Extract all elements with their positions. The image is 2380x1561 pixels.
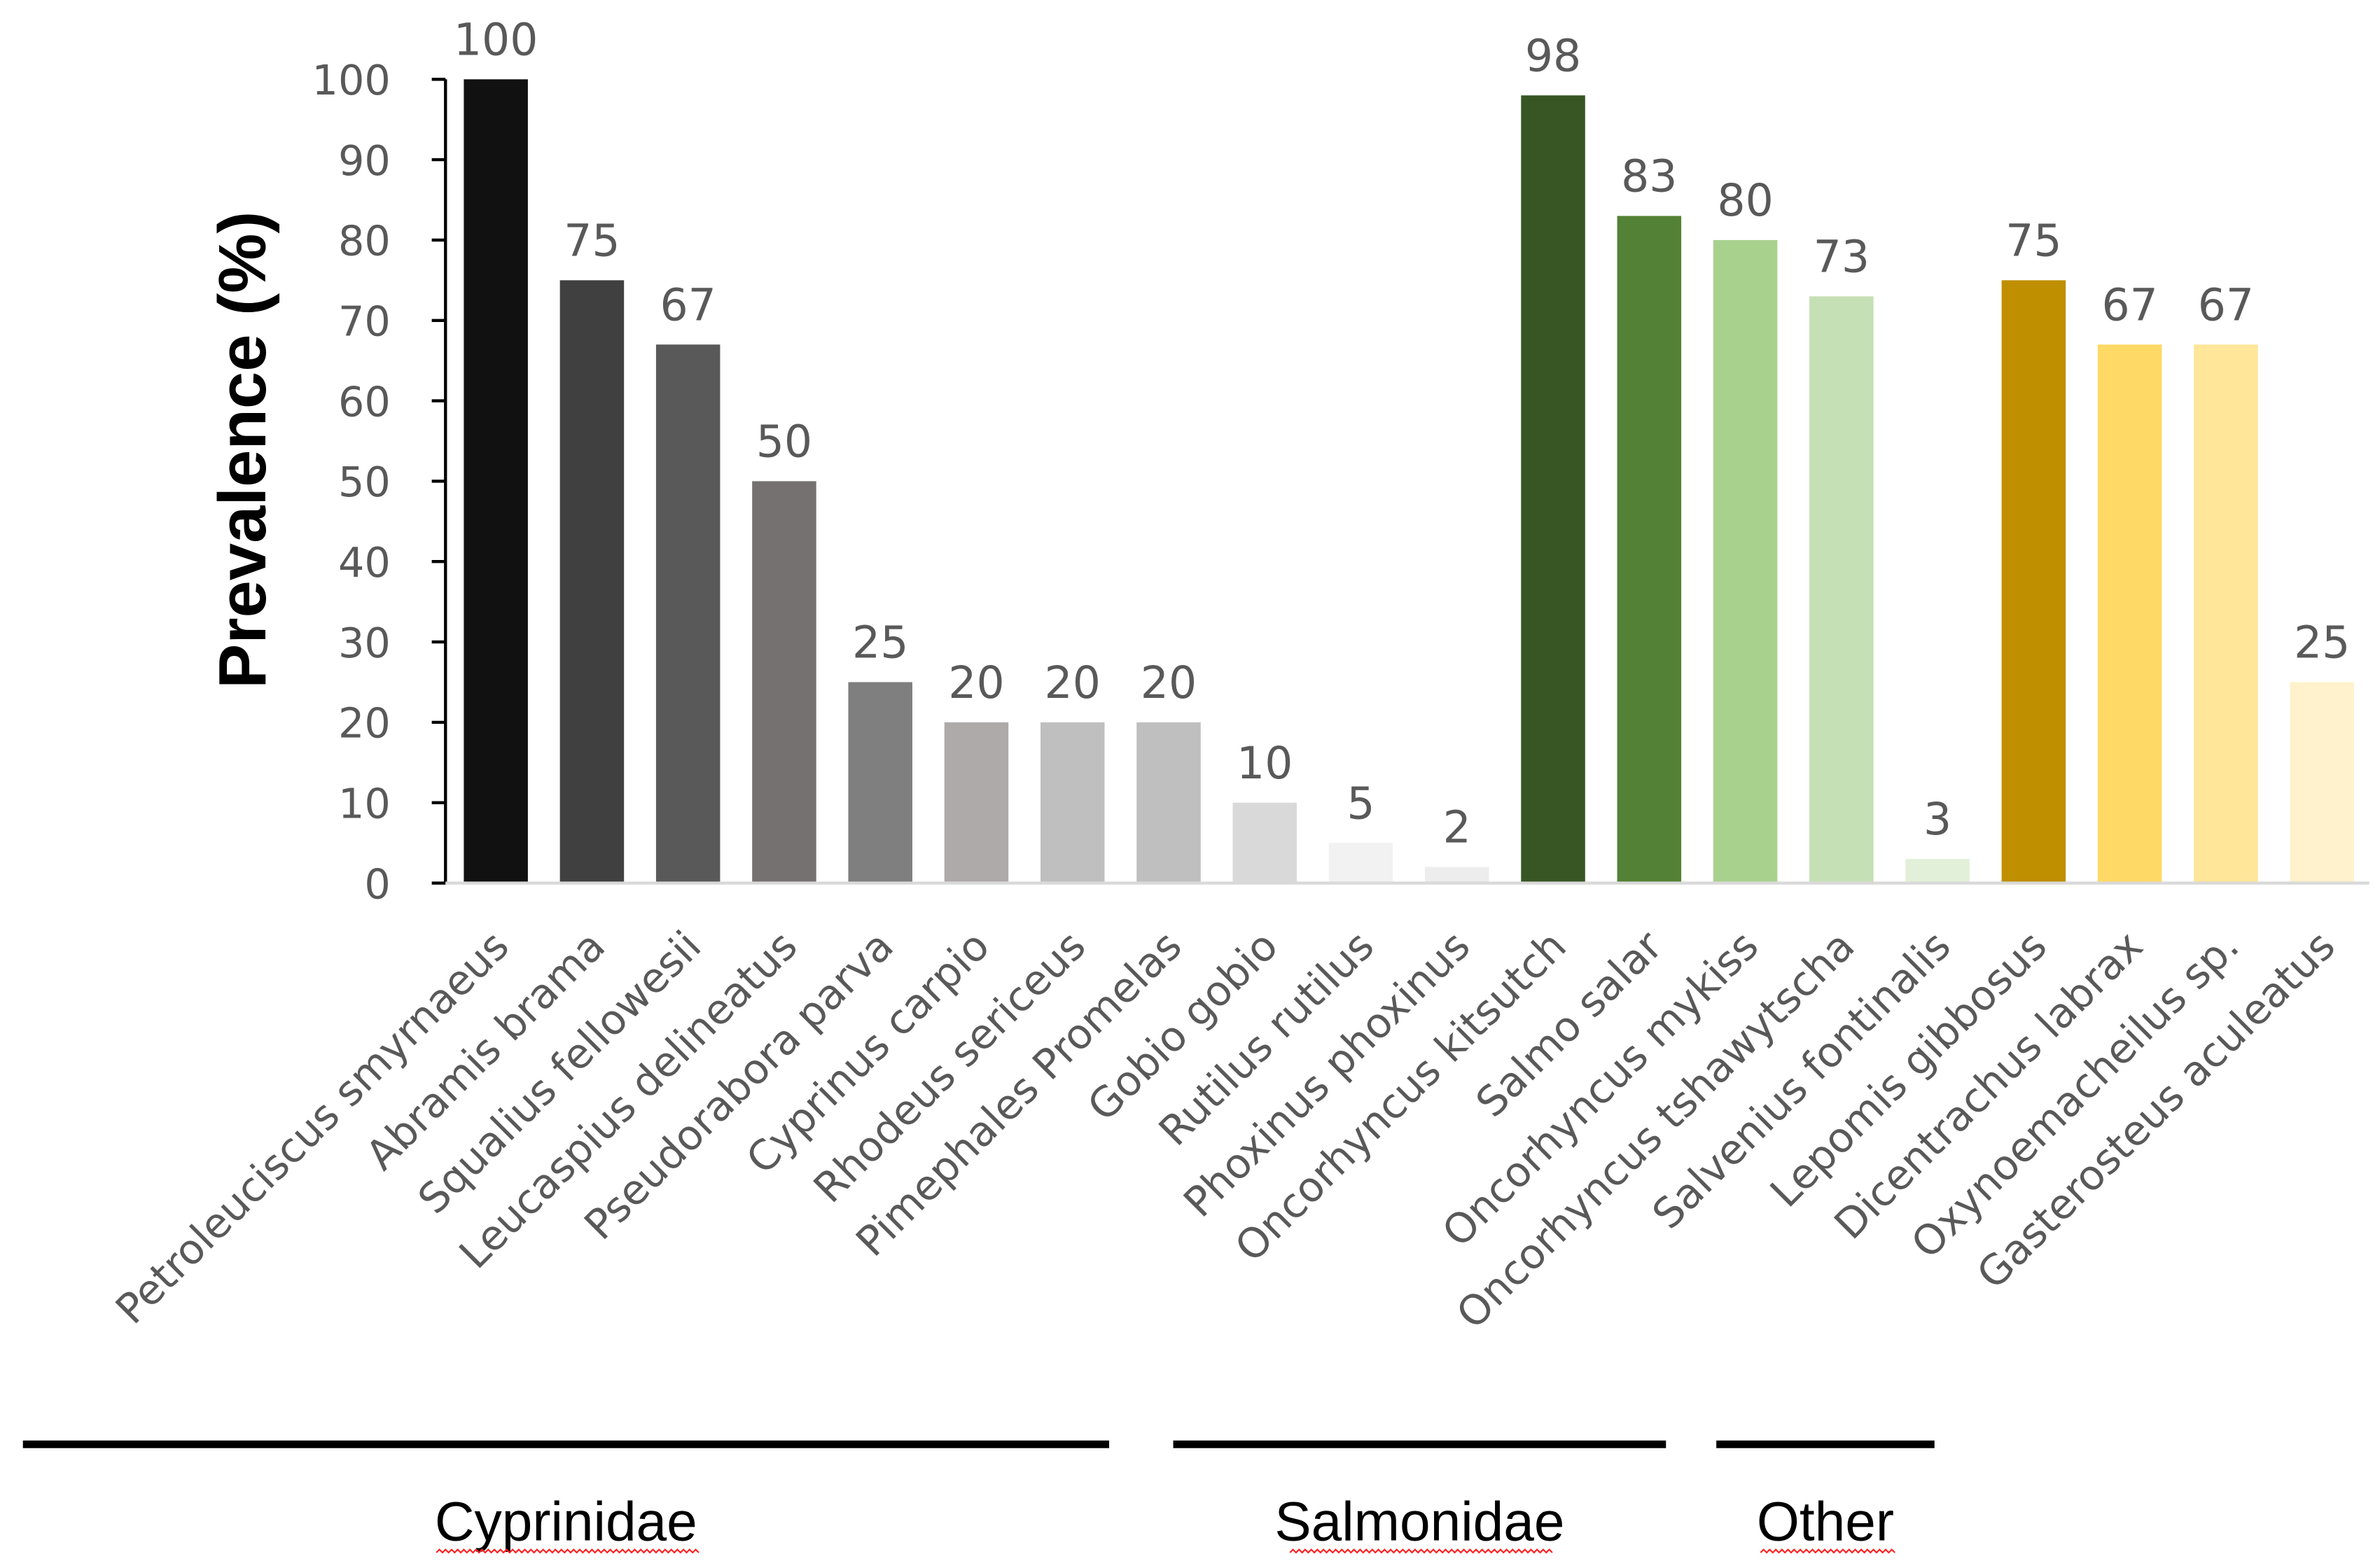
y-tick-label: 40 — [338, 538, 391, 587]
data-label: 2 — [1443, 802, 1471, 853]
data-label: 98 — [1525, 29, 1581, 81]
bar — [1905, 859, 1970, 883]
spellcheck-squiggle — [1760, 1548, 1895, 1554]
bar — [1521, 95, 1585, 883]
group-label: Salmonidae — [1274, 1491, 1564, 1553]
bar — [464, 79, 528, 883]
bar — [1713, 239, 1778, 883]
data-label: 67 — [660, 279, 716, 330]
y-tick-label: 100 — [312, 56, 391, 104]
data-label: 75 — [564, 214, 620, 266]
bar — [1232, 802, 1297, 883]
data-label: 73 — [1814, 230, 1870, 282]
bar — [655, 344, 721, 883]
data-label: 20 — [948, 657, 1004, 708]
group-label: Cyprinidae — [435, 1491, 697, 1553]
y-tick-label: 90 — [338, 136, 391, 185]
y-tick-label: 70 — [338, 298, 391, 346]
y-tick-label: 0 — [364, 860, 390, 908]
bar — [1328, 843, 1393, 883]
y-tick-label: 50 — [338, 458, 391, 506]
bar — [1425, 867, 1489, 883]
bar — [752, 481, 816, 883]
bar — [1040, 722, 1105, 883]
data-label: 25 — [852, 617, 908, 668]
y-axis: 0 10 20 30 40 50 60 70 80 90 100 — [312, 56, 447, 908]
bars: 100 75 67 50 25 20 20 20 10 5 2 98 83 80 73 3 75 67 67 25 — [454, 13, 2354, 883]
bar — [1617, 216, 1682, 883]
bar — [2290, 682, 2354, 883]
spellcheck-squiggle — [1289, 1548, 1553, 1554]
data-label: 50 — [756, 416, 812, 468]
data-label: 5 — [1346, 777, 1375, 829]
spellcheck-squiggle — [436, 1548, 700, 1554]
data-label: 75 — [2005, 214, 2061, 266]
data-label: 80 — [1717, 174, 1773, 226]
data-label: 100 — [454, 13, 538, 65]
data-label: 25 — [2294, 617, 2350, 668]
y-tick-label: 30 — [338, 619, 391, 667]
bar — [2097, 344, 2162, 883]
bar — [944, 722, 1009, 883]
y-tick-label: 10 — [338, 779, 391, 827]
data-label: 67 — [2198, 279, 2254, 330]
data-label: 10 — [1237, 737, 1293, 789]
y-tick-label: 80 — [338, 217, 391, 265]
group-label: Other — [1757, 1491, 1894, 1553]
bar — [2194, 344, 2258, 883]
bar — [1809, 296, 1874, 883]
bar — [1136, 722, 1201, 883]
data-label: 67 — [2101, 279, 2157, 330]
y-axis-title: Prevalence (%) — [205, 211, 280, 689]
bar — [2001, 280, 2066, 883]
bar — [848, 682, 912, 883]
data-label: 20 — [1045, 657, 1101, 708]
data-label: 83 — [1621, 150, 1677, 202]
y-tick-label: 60 — [338, 377, 391, 426]
y-tick-label: 20 — [338, 699, 391, 748]
bar — [559, 280, 625, 883]
group-brackets: Cyprinidae Salmonidae Other — [22, 1440, 1935, 1554]
data-label: 20 — [1141, 657, 1197, 708]
x-tick-label: Petroleuciscus smyrnaeus — [106, 921, 518, 1333]
data-label: 3 — [1923, 793, 1951, 845]
